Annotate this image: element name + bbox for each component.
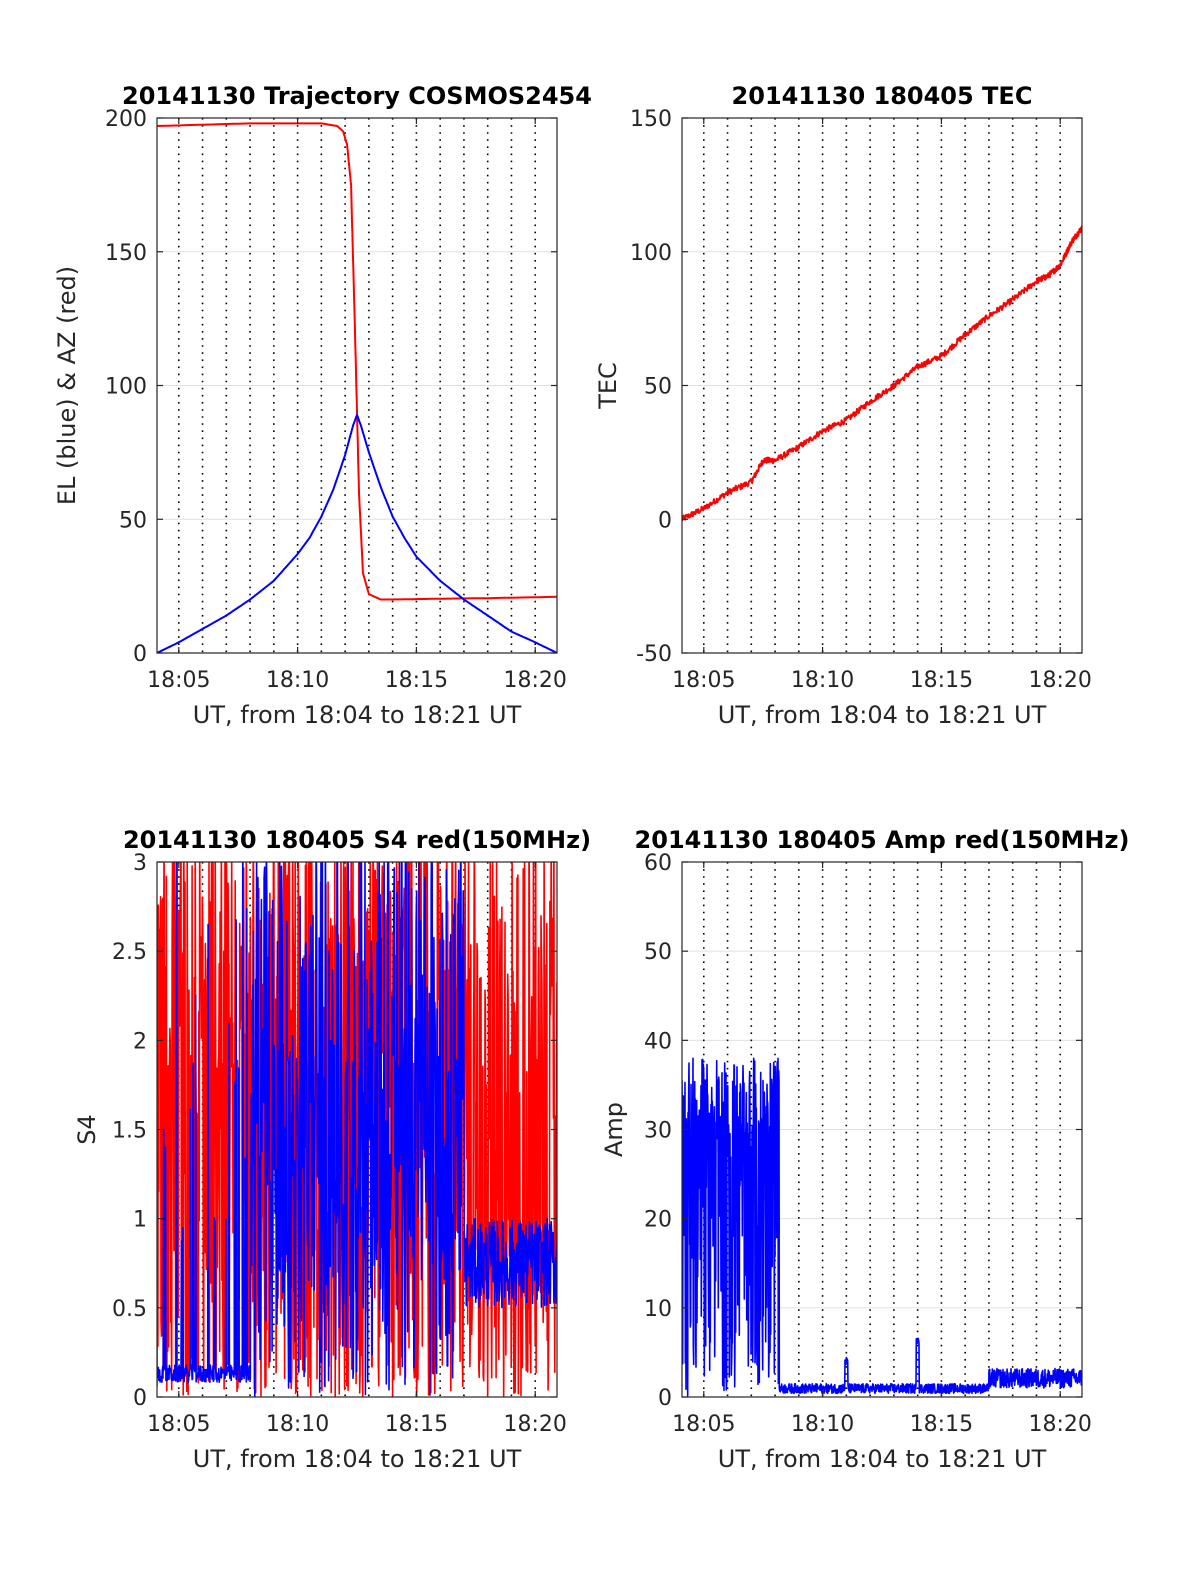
- y-tick-label: 2: [133, 1029, 147, 1054]
- x-tick-label: 18:10: [791, 668, 854, 693]
- y-tick-label: 1: [133, 1208, 147, 1233]
- x-tick-label: 18:05: [147, 1412, 210, 1437]
- amp-panel: 0 10 20 30 40 50 60 18:05 18:10 18:15 18:20 2014113…: [600, 826, 1129, 1473]
- y-tick-label: 150: [105, 241, 147, 266]
- s4-panel: 0 0.5 1 1.5 2 2.5 3 18:05 18:10 18:15 18:20 2014113…: [73, 826, 591, 1473]
- y-tick-label: 50: [119, 508, 147, 533]
- y-tick-label: 1.5: [112, 1119, 147, 1144]
- x-tick-label: 18:15: [385, 1412, 448, 1437]
- x-tick-label: 18:10: [266, 1412, 329, 1437]
- y-tick-label: 200: [105, 107, 147, 132]
- y-axis-label: Amp: [600, 1102, 628, 1157]
- y-tick-label: 10: [644, 1297, 672, 1322]
- y-tick-label: 50: [644, 940, 672, 965]
- x-axis-label: UT, from 18:04 to 18:21 UT: [718, 1445, 1047, 1473]
- y-tick-label: 20: [644, 1208, 672, 1233]
- x-tick-label: 18:20: [504, 1412, 567, 1437]
- y-tick-label: 0: [658, 1386, 672, 1411]
- x-tick-label: 18:05: [147, 668, 210, 693]
- chart-title: 20141130 180405 Amp red(150MHz): [635, 826, 1130, 854]
- x-axis-label: UT, from 18:04 to 18:21 UT: [718, 701, 1047, 729]
- x-tick-label: 18:10: [266, 668, 329, 693]
- y-tick-label: 0: [133, 1386, 147, 1411]
- x-tick-label: 18:05: [672, 1412, 735, 1437]
- x-tick-label: 18:15: [385, 668, 448, 693]
- trajectory-panel: 0 50 100 150 200 18:05 18:10 18:15 18:20 20141130…: [53, 82, 592, 729]
- series-group: [682, 225, 1082, 522]
- y-tick-label: 0.5: [112, 1297, 147, 1322]
- chart-title: 20141130 180405 S4 red(150MHz): [123, 826, 591, 854]
- series-blue-line: [682, 1057, 1082, 1397]
- x-tick-label: 18:10: [791, 1412, 854, 1437]
- series-blue-line: [157, 413, 557, 653]
- y-axis-label: EL (blue) & AZ (red): [53, 266, 81, 505]
- series-group: [682, 1057, 1082, 1397]
- x-tick-label: 18:15: [910, 1412, 973, 1437]
- y-tick-label: 0: [658, 508, 672, 533]
- y-tick-label: -50: [636, 642, 672, 667]
- x-axis-label: UT, from 18:04 to 18:21 UT: [193, 1445, 522, 1473]
- y-tick-label: 100: [105, 375, 147, 400]
- chart-title: 20141130 Trajectory COSMOS2454: [122, 82, 592, 110]
- x-tick-label: 18:20: [1029, 1412, 1092, 1437]
- series-group: [157, 122, 557, 653]
- y-tick-label: 50: [644, 375, 672, 400]
- series-red-line: [157, 122, 557, 601]
- series-blue-line: [157, 862, 557, 1397]
- y-axis-label: S4: [73, 1114, 101, 1145]
- series-group: [157, 862, 557, 1397]
- y-tick-label: 100: [630, 241, 672, 266]
- x-tick-label: 18:15: [910, 668, 973, 693]
- tec-panel: -50 0 50 100 150 18:05 18:10 18:15 18:20 20141130…: [594, 82, 1092, 729]
- y-tick-label: 2.5: [112, 940, 147, 965]
- series-red-line: [157, 862, 557, 1397]
- x-tick-label: 18:20: [504, 668, 567, 693]
- y-tick-label: 60: [644, 851, 672, 876]
- y-tick-label: 0: [133, 642, 147, 667]
- y-axis-label: TEC: [594, 362, 622, 410]
- chart-title: 20141130 180405 TEC: [732, 82, 1033, 110]
- y-tick-label: 40: [644, 1029, 672, 1054]
- y-tick-label: 3: [133, 851, 147, 876]
- x-tick-label: 18:20: [1029, 668, 1092, 693]
- x-tick-label: 18:05: [672, 668, 735, 693]
- x-axis-label: UT, from 18:04 to 18:21 UT: [193, 701, 522, 729]
- y-tick-label: 150: [630, 107, 672, 132]
- series-red-line: [682, 225, 1082, 522]
- y-tick-label: 30: [644, 1119, 672, 1144]
